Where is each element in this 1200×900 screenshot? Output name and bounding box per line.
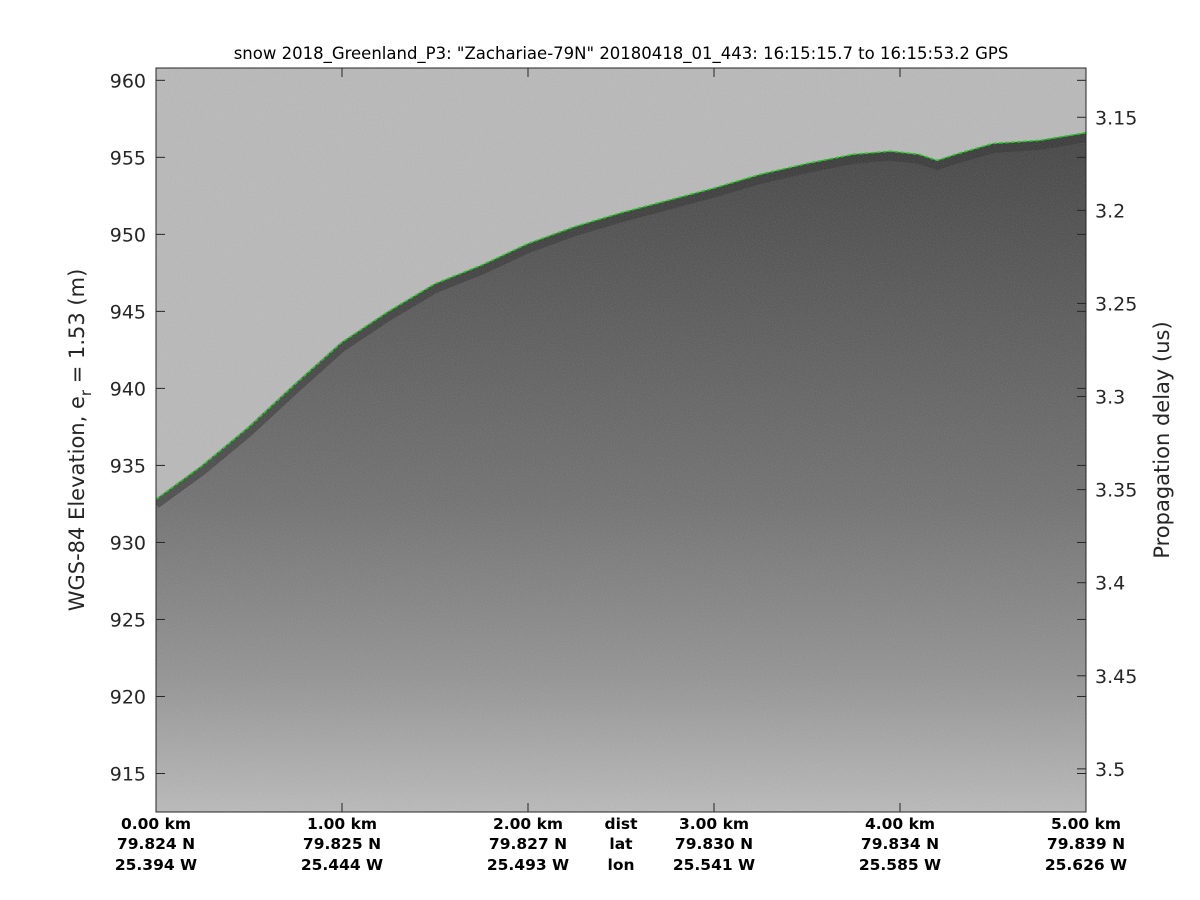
bottom-lat-label: 79.827 N bbox=[489, 835, 567, 853]
bottom-lat-label: 79.834 N bbox=[861, 835, 939, 853]
bottom-dist-label: 5.00 km bbox=[1051, 815, 1121, 833]
left-tick-label: 960 bbox=[110, 70, 146, 92]
bottom-lat-label: 79.825 N bbox=[303, 835, 381, 853]
left-tick-label: 950 bbox=[110, 224, 146, 246]
echogram-image bbox=[156, 68, 1086, 812]
bottom-lat-label: 79.830 N bbox=[675, 835, 753, 853]
right-axis-title: Propagation delay (us) bbox=[1150, 321, 1174, 558]
bottom-dist-label: 2.00 km bbox=[493, 815, 563, 833]
left-axis-title: WGS-84 Elevation, er = 1.53 (m) bbox=[65, 269, 95, 612]
row-label-lon: lon bbox=[608, 856, 635, 874]
bottom-lon-label: 25.541 W bbox=[673, 856, 755, 874]
row-label-lat: lat bbox=[609, 835, 633, 853]
right-tick-label: 3.15 bbox=[1095, 107, 1137, 129]
speckle-noise bbox=[156, 68, 1086, 812]
bottom-lon-label: 25.585 W bbox=[859, 856, 941, 874]
plot-frame bbox=[155, 67, 1087, 813]
right-tick-label: 3.5 bbox=[1095, 759, 1125, 781]
bottom-dist-label: 3.00 km bbox=[679, 815, 749, 833]
row-label-dist: dist bbox=[604, 815, 638, 833]
bottom-dist-label: 0.00 km bbox=[121, 815, 191, 833]
chart-title: snow 2018_Greenland_P3: "Zachariae-79N" … bbox=[234, 44, 1009, 64]
right-tick-label: 3.2 bbox=[1095, 200, 1125, 222]
surface-layer-line bbox=[156, 131, 1086, 500]
left-tick-label: 925 bbox=[110, 609, 146, 631]
bottom-lon-label: 25.394 W bbox=[115, 856, 197, 874]
bottom-lat-label: 79.824 N bbox=[117, 835, 195, 853]
left-tick-label: 915 bbox=[110, 763, 146, 785]
bottom-lon-label: 25.626 W bbox=[1045, 856, 1127, 874]
right-tick-label: 3.3 bbox=[1095, 387, 1125, 409]
bottom-dist-label: 1.00 km bbox=[307, 815, 377, 833]
right-tick-label: 3.45 bbox=[1095, 666, 1137, 688]
left-tick-label: 935 bbox=[110, 455, 146, 477]
left-tick-label: 955 bbox=[110, 147, 146, 169]
left-tick-label: 945 bbox=[110, 301, 146, 323]
bottom-axis: 0.00 km 79.824 N 25.394 W 1.00 km 79.825 N 25… bbox=[115, 68, 1127, 874]
bottom-lon-label: 25.493 W bbox=[487, 856, 569, 874]
left-tick-label: 940 bbox=[110, 378, 146, 400]
right-tick-label: 3.25 bbox=[1095, 293, 1137, 315]
left-tick-label: 920 bbox=[110, 686, 146, 708]
left-axis: 960 955 950 945 940 935 930 925 920 915 bbox=[110, 70, 1086, 785]
bottom-lon-label: 25.444 W bbox=[301, 856, 383, 874]
left-tick-label: 930 bbox=[110, 532, 146, 554]
right-axis: 3.15 3.2 3.25 3.3 3.35 3.4 3.45 3.5 bbox=[1077, 107, 1137, 781]
right-tick-label: 3.35 bbox=[1095, 480, 1137, 502]
right-tick-label: 3.4 bbox=[1095, 573, 1125, 595]
bottom-lat-label: 79.839 N bbox=[1047, 835, 1125, 853]
bottom-dist-label: 4.00 km bbox=[865, 815, 935, 833]
